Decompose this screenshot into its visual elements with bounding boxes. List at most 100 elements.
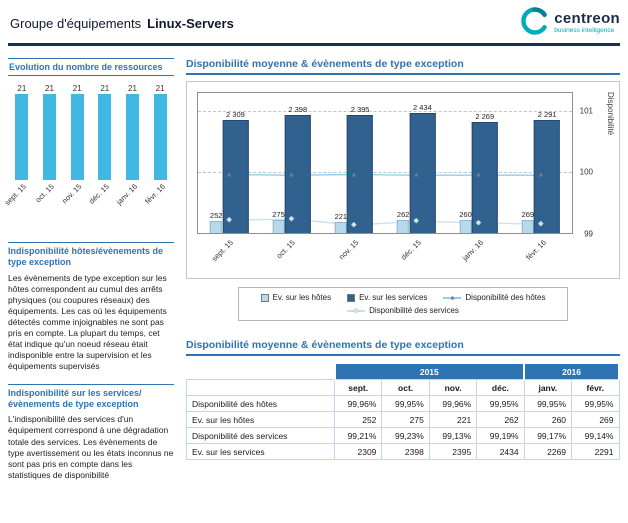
legend-swatch — [347, 293, 356, 302]
resources-bar-group: 21 — [125, 84, 139, 180]
cell-value: 99,95% — [523, 395, 573, 412]
resources-bar-group: 21 — [98, 84, 112, 180]
bar — [15, 94, 29, 180]
table-row: Ev. sur les services 2309 2398 2395 2434 2269… — [186, 443, 620, 460]
resources-xaxis: sept. 15 oct. 15 nov. 15 déc. 15 janv. 16 fév… — [3, 180, 174, 228]
availability-chart-title: Disponibilité moyenne & évènements de ty… — [186, 58, 620, 75]
bar-value-label: 21 — [100, 84, 110, 93]
table-corner-cell — [186, 363, 335, 380]
cell-value: 99,95% — [381, 395, 430, 412]
month-header: déc. — [476, 379, 525, 396]
bar-value-label: 275 — [272, 209, 285, 219]
table-corner-cell — [186, 379, 335, 396]
resources-bar-group: 21 — [153, 84, 167, 180]
resources-bar-group: 21 — [15, 84, 29, 180]
chart-bar-group: 221 2 395 — [335, 93, 374, 233]
bar-value-label: 221 — [334, 212, 348, 222]
main-content: Disponibilité moyenne & évènements de ty… — [186, 58, 620, 460]
x-tick-label: janv. 16 — [114, 182, 139, 207]
cell-value: 99,14% — [571, 427, 620, 444]
triangle-marker: ▲ — [412, 171, 420, 179]
legend-line-marker: ◆ — [347, 306, 366, 315]
chart-bar-group: 252 2 309 — [210, 93, 249, 233]
cell-value: 99,23% — [381, 427, 430, 444]
bar-value-label: 21 — [128, 84, 137, 93]
services-section-body: L'indisponibilité des services d'un équi… — [8, 414, 174, 480]
cell-value: 2309 — [333, 443, 383, 460]
hosts-section-body: Les évènements de type exception sur les… — [8, 272, 167, 371]
cell-value: 2395 — [428, 443, 478, 460]
resources-bar-group: 21 — [42, 84, 56, 180]
x-tick-label: déc. 15 — [398, 238, 423, 262]
row-label: Ev. sur les services — [186, 443, 335, 460]
right-axis: 101 100 99 — [575, 92, 593, 238]
resources-chart: 21 21 21 21 21 21 sept. 15 oct. 15 nov. 15 déc. … — [3, 80, 174, 230]
x-tick-label: sept. 15 — [209, 238, 235, 264]
x-tick-label: sept. 15 — [2, 182, 29, 208]
bar-value-label: 2 434 — [413, 103, 432, 113]
bar-value-label: 21 — [72, 84, 82, 93]
centreon-logo: centreon business intelligence — [519, 6, 620, 41]
bar-value-label: 2 398 — [288, 105, 308, 115]
chart-bar-group: 269 2 291 — [522, 93, 561, 233]
legend-label: Ev. sur les hôtes — [272, 293, 332, 302]
bar — [272, 219, 285, 233]
x-tick-label: oct. 15 — [275, 238, 298, 261]
legend-item: ▲ Disponibilité des hôtes — [443, 293, 545, 302]
bar-value-label: 2 269 — [475, 111, 495, 121]
resources-bars: 21 21 21 21 21 21 — [8, 80, 174, 180]
resources-bar-group: 21 — [70, 84, 84, 180]
diamond-marker: ◆ — [475, 219, 482, 227]
bar-value-label: 262 — [396, 210, 410, 220]
bar — [521, 219, 534, 233]
triangle-marker: ▲ — [350, 171, 358, 179]
page-title-prefix: Groupe d'équipements — [10, 15, 142, 31]
logo-brand-name: centreon — [554, 10, 620, 28]
cell-value: 262 — [476, 411, 525, 428]
availability-table-head: 2015 2016 sept. oct. nov. déc. janv. févr. — [186, 362, 620, 396]
bar-value-label: 260 — [459, 210, 472, 220]
x-tick-label: févr. 16 — [142, 182, 167, 206]
legend-glyph: ▲ — [448, 294, 456, 301]
cell-value: 269 — [571, 411, 620, 428]
legend-swatch — [260, 293, 269, 302]
availability-lines — [198, 93, 572, 233]
legend-line-marker: ▲ — [443, 293, 462, 302]
bar — [98, 94, 112, 180]
bar — [42, 94, 56, 180]
x-tick-label: oct. 15 — [33, 182, 56, 205]
x-tick-label: déc. 15 — [87, 182, 112, 206]
bar — [397, 220, 410, 233]
x-tick-label: janv. 16 — [460, 238, 486, 263]
diamond-marker: ◆ — [413, 217, 419, 225]
cell-value: 99,96% — [333, 395, 383, 412]
sidebar: Evolution du nombre de ressources 21 21 21… — [3, 58, 174, 481]
month-header: févr. — [571, 379, 620, 396]
x-tick-label: nov. 15 — [60, 182, 84, 206]
gridline — [198, 111, 572, 113]
right-axis-tick: 101 — [579, 106, 593, 116]
triangle-marker: ▲ — [475, 171, 482, 179]
year-header: 2016 — [523, 362, 620, 380]
bar — [70, 94, 84, 180]
table-month-row: sept. oct. nov. déc. janv. févr. — [186, 379, 620, 396]
cell-value: 99,17% — [523, 427, 573, 444]
chart-legend: Ev. sur les hôtes Ev. sur les services ▲ Di… — [238, 287, 568, 321]
bar-value-label: 2 291 — [537, 110, 557, 120]
right-axis-tick: 100 — [579, 167, 593, 177]
bar — [153, 94, 167, 180]
bar — [347, 115, 374, 233]
month-header: nov. — [428, 379, 478, 396]
services-unavailability-section: Indisponibilité sur les services/ évènem… — [8, 383, 174, 481]
availability-table-title: Disponibilité moyenne & évènements de ty… — [186, 339, 620, 356]
hosts-section-title: Indisponibilité hôtes/évènements de type… — [8, 242, 174, 269]
resources-chart-title: Evolution du nombre de ressources — [8, 58, 174, 76]
legend-item: Ev. sur les hôtes — [260, 293, 332, 302]
legend-label: Ev. sur les services — [359, 293, 428, 302]
bar — [284, 115, 311, 233]
cell-value: 2291 — [571, 443, 620, 460]
triangle-marker: ▲ — [288, 171, 295, 179]
logo-subtitle: business intelligence — [554, 27, 615, 35]
cell-value: 221 — [428, 411, 478, 428]
table-row: Ev. sur les hôtes 252 275 221 262 260 269 — [186, 411, 620, 428]
